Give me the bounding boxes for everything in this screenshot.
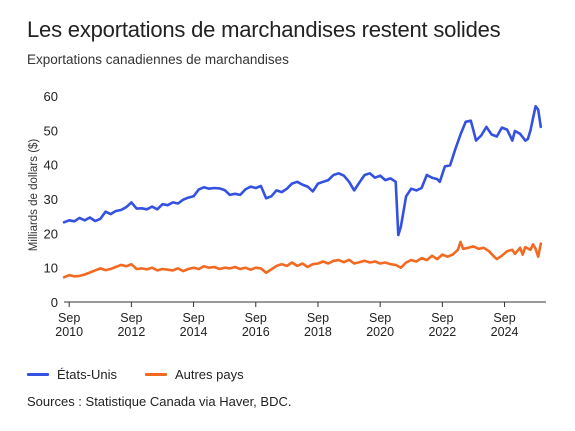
y-axis-label: Milliards de dollars ($) — [28, 139, 40, 252]
y-tick-label: 60 — [44, 89, 58, 104]
y-tick-label: 30 — [44, 192, 58, 207]
y-axis-label-group: Milliards de dollars ($) — [28, 139, 40, 252]
legend-swatch-other — [144, 373, 167, 376]
x-tick-month: Sep — [120, 311, 142, 325]
chart-subtitle: Exportations canadiennes de marchandises — [27, 52, 289, 67]
y-tick-label: 10 — [44, 261, 58, 276]
x-tick-year: 2022 — [428, 325, 456, 339]
source-note: Sources : Statistique Canada via Haver, … — [27, 394, 292, 409]
x-tick-month: Sep — [431, 311, 453, 325]
legend-label-other: Autres pays — [174, 367, 244, 382]
series-line-us — [62, 105, 543, 237]
y-axis-ticks: 0 10 20 30 40 50 60 — [44, 89, 58, 310]
x-tick-month: Sep — [245, 311, 267, 325]
x-tick-month: Sep — [58, 311, 80, 325]
x-tick-year: 2014 — [180, 325, 208, 339]
x-tick-year: 2018 — [304, 325, 332, 339]
line-chart: Milliards de dollars ($) 0 10 20 30 40 50 60 S… — [28, 89, 546, 339]
y-tick-label: 40 — [44, 158, 58, 173]
x-tick-month: Sep — [182, 311, 204, 325]
x-tick-year: 2020 — [366, 325, 394, 339]
series-lines — [62, 105, 543, 279]
legend-swatch-us — [27, 373, 49, 376]
y-tick-label: 50 — [44, 123, 58, 138]
x-tick-month: Sep — [307, 311, 329, 325]
x-tick-year: 2010 — [55, 325, 83, 339]
legend-item-other: Autres pays — [144, 367, 244, 382]
series-line-other — [62, 240, 543, 279]
x-tick-year: 2016 — [242, 325, 270, 339]
x-axis: Sep2010Sep2012Sep2014Sep2016Sep2018Sep20… — [55, 301, 546, 339]
x-tick-year: 2012 — [117, 325, 145, 339]
x-tick-month: Sep — [493, 311, 515, 325]
y-tick-label: 0 — [51, 295, 58, 310]
chart-title: Les exportations de marchandises restent… — [27, 17, 501, 42]
legend: États-Unis Autres pays — [27, 367, 244, 382]
legend-label-us: États-Unis — [57, 367, 117, 382]
x-tick-year: 2024 — [491, 325, 519, 339]
y-tick-label: 20 — [44, 226, 58, 241]
x-tick-month: Sep — [369, 311, 391, 325]
legend-item-us: États-Unis — [27, 367, 117, 382]
